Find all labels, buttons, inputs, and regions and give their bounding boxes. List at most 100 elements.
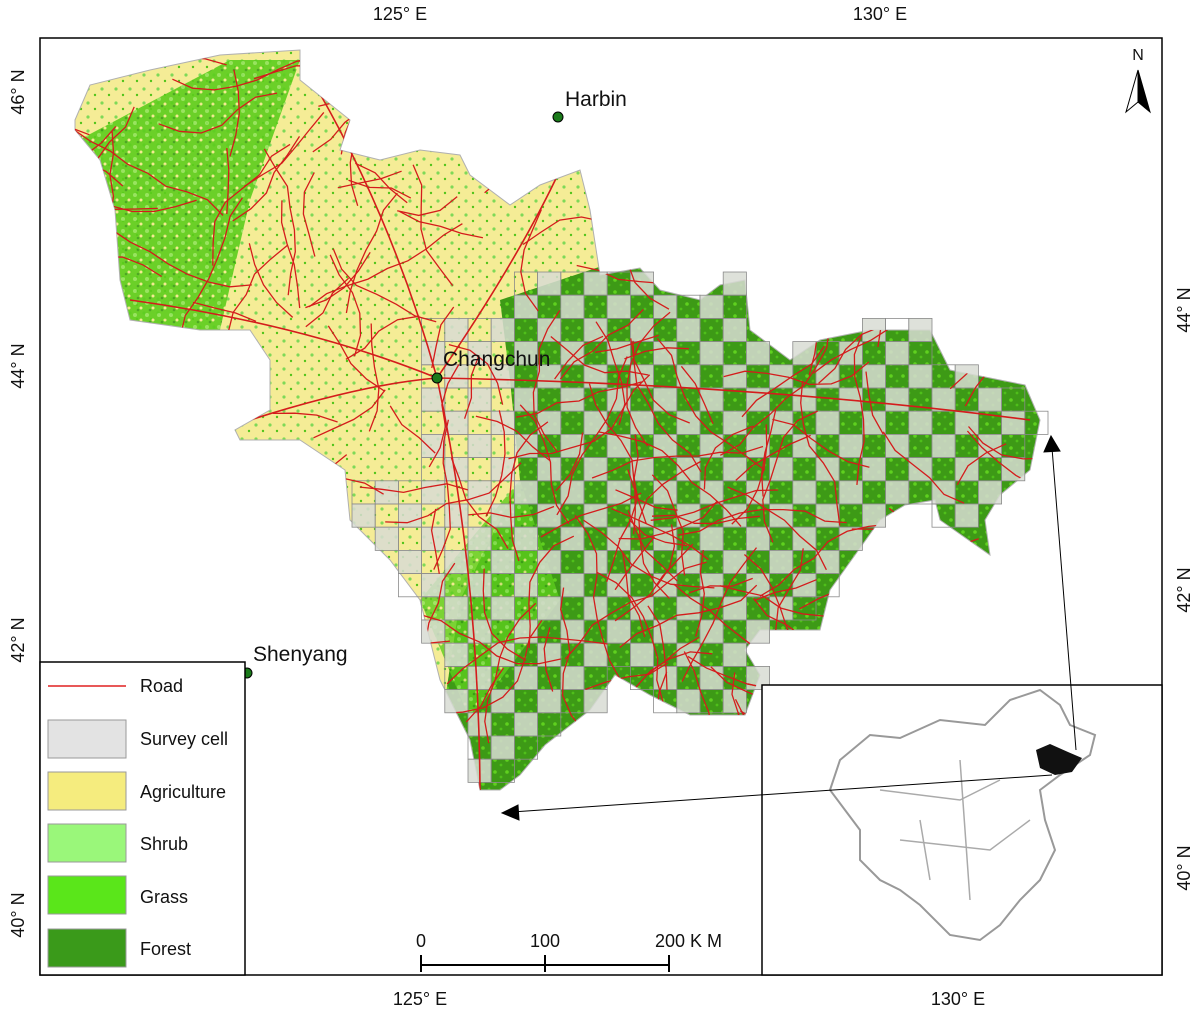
road (719, 326, 831, 456)
road (735, 434, 811, 481)
road (694, 550, 705, 637)
road (484, 602, 537, 744)
survey-cell (514, 480, 539, 505)
survey-cell (769, 503, 794, 528)
survey-cell (815, 550, 840, 575)
road (627, 469, 636, 535)
road (446, 636, 608, 685)
road (626, 311, 671, 447)
road (75, 128, 224, 216)
road (389, 405, 436, 454)
road (318, 99, 449, 108)
road (564, 561, 707, 660)
road (212, 143, 291, 266)
survey-cell (421, 433, 446, 458)
survey-cell (490, 758, 515, 783)
road (305, 277, 350, 328)
survey-cell (722, 457, 747, 482)
road (681, 547, 758, 682)
survey-cell (676, 689, 701, 714)
road (800, 380, 841, 526)
road (428, 364, 460, 468)
locator-arrows (500, 434, 1077, 821)
survey-cell (583, 364, 608, 389)
road (280, 200, 301, 309)
road (611, 508, 709, 561)
survey-cell (444, 503, 469, 528)
road (968, 426, 1040, 460)
survey-cell (444, 550, 469, 575)
survey-cell (1001, 457, 1026, 482)
survey-cell (699, 387, 724, 412)
road (532, 310, 561, 452)
survey-cell (722, 642, 747, 667)
survey-cell (885, 387, 910, 412)
survey-cell (583, 503, 608, 528)
road (345, 315, 420, 360)
lat-label: 46° N (8, 69, 28, 114)
legend-label: Agriculture (140, 782, 226, 802)
road (192, 301, 257, 322)
survey-cell (397, 550, 422, 575)
road (772, 418, 870, 468)
road (172, 58, 319, 91)
road (313, 389, 386, 439)
road (559, 308, 644, 380)
survey-cell (537, 271, 562, 296)
road (359, 483, 468, 494)
survey-cell (931, 387, 956, 412)
road (90, 222, 252, 288)
survey-cell (583, 271, 608, 296)
survey-cell (467, 573, 492, 598)
legend-label: Grass (140, 887, 188, 907)
lon-label: 130° E (853, 4, 907, 24)
road (305, 251, 371, 309)
road (433, 419, 451, 570)
survey-cell (374, 526, 399, 551)
survey-cell (444, 642, 469, 667)
road (448, 343, 504, 405)
survey-cell (954, 503, 979, 528)
city-label: Harbin (565, 88, 627, 111)
survey-cell (885, 433, 910, 458)
road (484, 147, 534, 194)
map-frame (39, 37, 1163, 976)
road (583, 519, 715, 589)
road (622, 552, 646, 638)
road (656, 524, 676, 587)
survey-cell (560, 480, 585, 505)
road (299, 59, 438, 379)
road (272, 412, 338, 423)
road (229, 69, 240, 157)
road (225, 454, 348, 494)
legend-label: Survey cell (140, 729, 228, 749)
road (431, 306, 455, 369)
lon-label: 125° E (373, 4, 427, 24)
road (345, 192, 398, 314)
road (528, 535, 575, 649)
survey-cell (583, 689, 608, 714)
road (882, 431, 965, 504)
survey-cell (978, 480, 1003, 505)
road (509, 421, 549, 562)
road (761, 409, 777, 497)
road (158, 92, 278, 134)
road (598, 431, 742, 527)
survey-cell (908, 364, 933, 389)
road (399, 210, 484, 239)
survey-cell (560, 573, 585, 598)
survey-cell (792, 480, 817, 505)
survey-cell (537, 712, 562, 737)
road (606, 434, 639, 583)
road (576, 264, 663, 285)
survey-cell (351, 503, 376, 528)
survey-cell (537, 550, 562, 575)
road (554, 335, 604, 380)
survey-cell (397, 503, 422, 528)
road (485, 410, 506, 517)
road (614, 536, 655, 591)
road (398, 613, 561, 665)
survey-cell (722, 503, 747, 528)
survey-cell (444, 689, 469, 714)
road (762, 410, 818, 543)
